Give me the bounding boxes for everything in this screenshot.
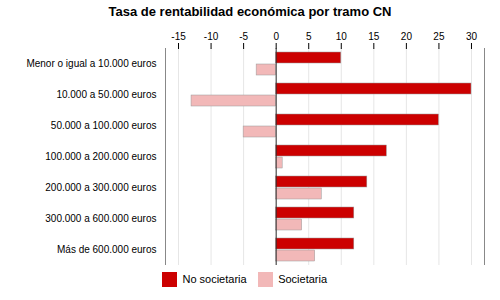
svg-text:Más de 600.000 euros: Más de 600.000 euros [57, 244, 157, 255]
svg-text:Menor o igual a 10.000 euros: Menor o igual a 10.000 euros [26, 58, 156, 69]
svg-text:10.000 a 50.000 euros: 10.000 a 50.000 euros [56, 89, 156, 100]
html-text:No societaria: No societaria [182, 273, 247, 286]
svg-text:5: 5 [306, 31, 312, 42]
svg-text:-15: -15 [171, 31, 186, 42]
svg-text:15: 15 [368, 31, 380, 42]
html-text:Societaria: Societaria [278, 273, 328, 286]
svg-text:100.000 a 200.000 euros: 100.000 a 200.000 euros [45, 151, 156, 162]
svg-text:-10: -10 [204, 31, 219, 42]
svg-text:-5: -5 [239, 31, 248, 42]
svg-text:200.000 a 300.000 euros: 200.000 a 300.000 euros [45, 182, 156, 193]
svg-text:50.000 a 100.000 euros: 50.000 a 100.000 euros [51, 120, 157, 131]
svg-text:25: 25 [433, 31, 445, 42]
svg-text:20: 20 [401, 31, 413, 42]
svg-text:10: 10 [336, 31, 348, 42]
svg-text:300.000 a 600.000 euros: 300.000 a 600.000 euros [45, 213, 156, 224]
html-text:Tasa de rentabilidad económica: Tasa de rentabilidad económica por tramo… [108, 4, 392, 19]
svg-text:0: 0 [273, 31, 279, 42]
svg-text:30: 30 [466, 31, 478, 42]
